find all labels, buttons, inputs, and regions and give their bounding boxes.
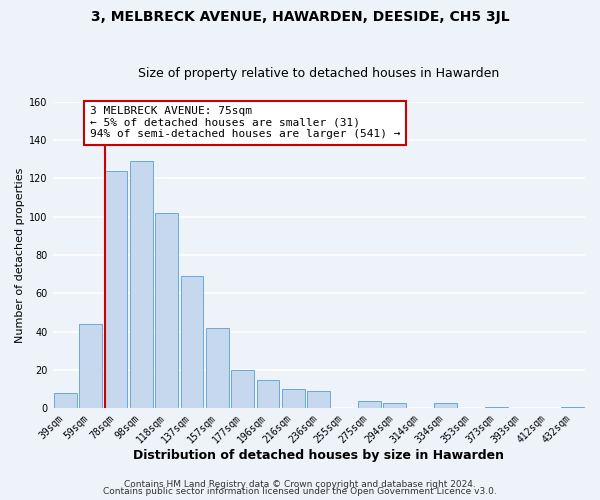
Bar — [104, 170, 127, 408]
Bar — [181, 276, 203, 408]
Text: 3 MELBRECK AVENUE: 75sqm
← 5% of detached houses are smaller (31)
94% of semi-de: 3 MELBRECK AVENUE: 75sqm ← 5% of detache… — [90, 106, 400, 140]
Title: Size of property relative to detached houses in Hawarden: Size of property relative to detached ho… — [138, 66, 499, 80]
Bar — [257, 380, 280, 408]
Bar — [130, 161, 152, 408]
Text: 3, MELBRECK AVENUE, HAWARDEN, DEESIDE, CH5 3JL: 3, MELBRECK AVENUE, HAWARDEN, DEESIDE, C… — [91, 10, 509, 24]
Bar — [358, 401, 381, 408]
Bar — [383, 402, 406, 408]
Bar — [155, 213, 178, 408]
Bar — [307, 391, 330, 408]
Bar — [54, 393, 77, 408]
Text: Contains public sector information licensed under the Open Government Licence v3: Contains public sector information licen… — [103, 487, 497, 496]
Bar — [231, 370, 254, 408]
Bar — [79, 324, 102, 408]
Bar — [561, 406, 584, 408]
Bar — [485, 406, 508, 408]
Text: Contains HM Land Registry data © Crown copyright and database right 2024.: Contains HM Land Registry data © Crown c… — [124, 480, 476, 489]
Bar — [282, 390, 305, 408]
Bar — [206, 328, 229, 408]
X-axis label: Distribution of detached houses by size in Hawarden: Distribution of detached houses by size … — [133, 450, 504, 462]
Y-axis label: Number of detached properties: Number of detached properties — [15, 168, 25, 342]
Bar — [434, 402, 457, 408]
